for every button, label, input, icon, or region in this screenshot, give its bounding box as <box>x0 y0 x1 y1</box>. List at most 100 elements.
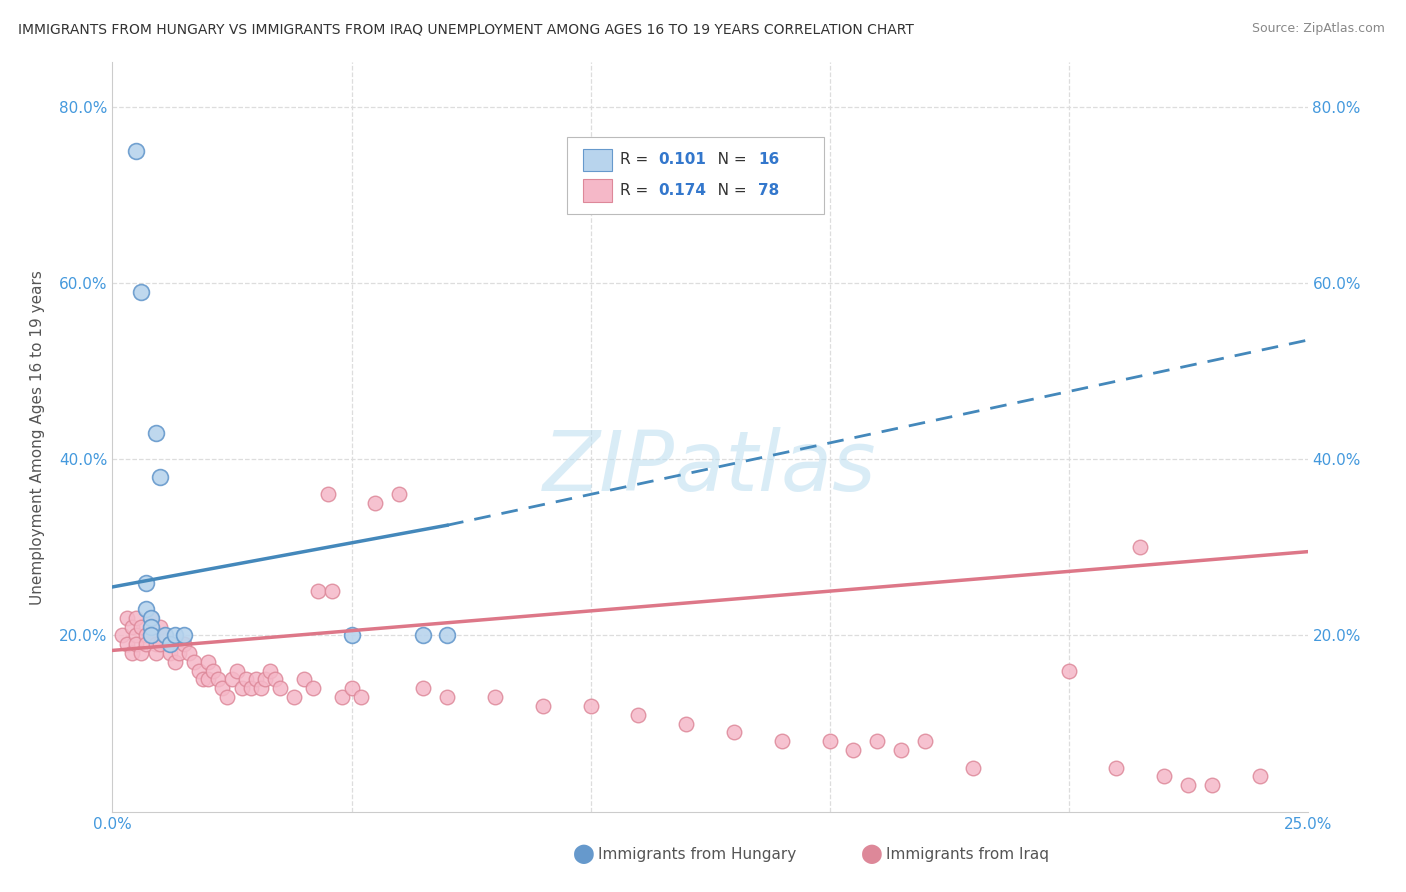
Point <box>1153 769 1175 783</box>
Point <box>292 673 315 687</box>
Point <box>221 673 243 687</box>
FancyBboxPatch shape <box>583 179 612 202</box>
Point <box>254 673 277 687</box>
Point <box>211 681 233 696</box>
Point <box>531 698 554 713</box>
Point <box>169 646 191 660</box>
Text: N =: N = <box>703 183 751 198</box>
Point <box>153 628 176 642</box>
Point <box>193 673 215 687</box>
Point <box>159 637 181 651</box>
Y-axis label: Unemployment Among Ages 16 to 19 years: Unemployment Among Ages 16 to 19 years <box>31 269 45 605</box>
Text: Source: ZipAtlas.com: Source: ZipAtlas.com <box>1251 22 1385 36</box>
Point <box>197 673 219 687</box>
Point <box>412 681 434 696</box>
Point <box>217 690 239 705</box>
Point <box>330 690 353 705</box>
Point <box>163 628 186 642</box>
Point <box>139 628 162 642</box>
Text: N =: N = <box>703 153 751 168</box>
Text: ⬤: ⬤ <box>860 845 883 864</box>
Point <box>145 646 167 660</box>
Point <box>1177 778 1199 792</box>
Point <box>231 681 253 696</box>
Point <box>240 681 263 696</box>
Point <box>177 646 200 660</box>
Point <box>627 707 650 722</box>
Text: ZIPatlas: ZIPatlas <box>543 426 877 508</box>
Point <box>890 743 912 757</box>
Point <box>135 602 157 616</box>
Point <box>129 285 152 299</box>
Point <box>579 698 602 713</box>
Point <box>183 655 205 669</box>
Point <box>1201 778 1223 792</box>
Point <box>125 628 148 642</box>
Point <box>723 725 745 739</box>
Point <box>201 664 224 678</box>
Text: 16: 16 <box>758 153 779 168</box>
Point <box>207 673 229 687</box>
Point <box>145 425 167 440</box>
Point <box>135 575 157 590</box>
Point <box>842 743 865 757</box>
Text: IMMIGRANTS FROM HUNGARY VS IMMIGRANTS FROM IRAQ UNEMPLOYMENT AMONG AGES 16 TO 19: IMMIGRANTS FROM HUNGARY VS IMMIGRANTS FR… <box>18 22 914 37</box>
Point <box>173 637 195 651</box>
Point <box>388 487 411 501</box>
Point <box>340 628 363 642</box>
FancyBboxPatch shape <box>567 137 824 214</box>
Point <box>163 655 186 669</box>
Point <box>159 646 181 660</box>
Point <box>364 496 387 510</box>
Point <box>675 716 697 731</box>
Text: Immigrants from Iraq: Immigrants from Iraq <box>886 847 1049 862</box>
Point <box>484 690 506 705</box>
Point <box>149 469 172 483</box>
Point <box>111 628 134 642</box>
Point <box>340 681 363 696</box>
Point <box>316 487 339 501</box>
Point <box>866 734 889 748</box>
Point <box>259 664 281 678</box>
Point <box>197 655 219 669</box>
Point <box>245 673 267 687</box>
Point <box>135 637 157 651</box>
Point <box>129 619 152 633</box>
Text: 0.174: 0.174 <box>658 183 707 198</box>
Text: 78: 78 <box>758 183 779 198</box>
Point <box>962 761 984 775</box>
Point <box>139 619 162 633</box>
FancyBboxPatch shape <box>583 149 612 171</box>
Text: Immigrants from Hungary: Immigrants from Hungary <box>598 847 796 862</box>
Point <box>145 637 167 651</box>
Point <box>436 628 458 642</box>
Point <box>149 619 172 633</box>
Point <box>121 646 143 660</box>
Point <box>249 681 271 696</box>
Point <box>125 611 148 625</box>
Point <box>302 681 325 696</box>
Point <box>173 628 195 642</box>
Point <box>307 584 329 599</box>
Point <box>1249 769 1271 783</box>
Point <box>818 734 841 748</box>
Point <box>135 628 157 642</box>
Text: ⬤: ⬤ <box>572 845 595 864</box>
Text: R =: R = <box>620 153 654 168</box>
Point <box>235 673 257 687</box>
Text: 0.101: 0.101 <box>658 153 707 168</box>
Point <box>914 734 936 748</box>
Point <box>225 664 247 678</box>
Point <box>139 628 162 642</box>
Point <box>269 681 291 696</box>
Point <box>321 584 343 599</box>
Point <box>139 611 162 625</box>
Point <box>159 637 181 651</box>
Point <box>129 646 152 660</box>
Point <box>115 637 138 651</box>
Point <box>350 690 373 705</box>
Point <box>115 611 138 625</box>
Point <box>125 637 148 651</box>
Point <box>770 734 793 748</box>
Point <box>1057 664 1080 678</box>
